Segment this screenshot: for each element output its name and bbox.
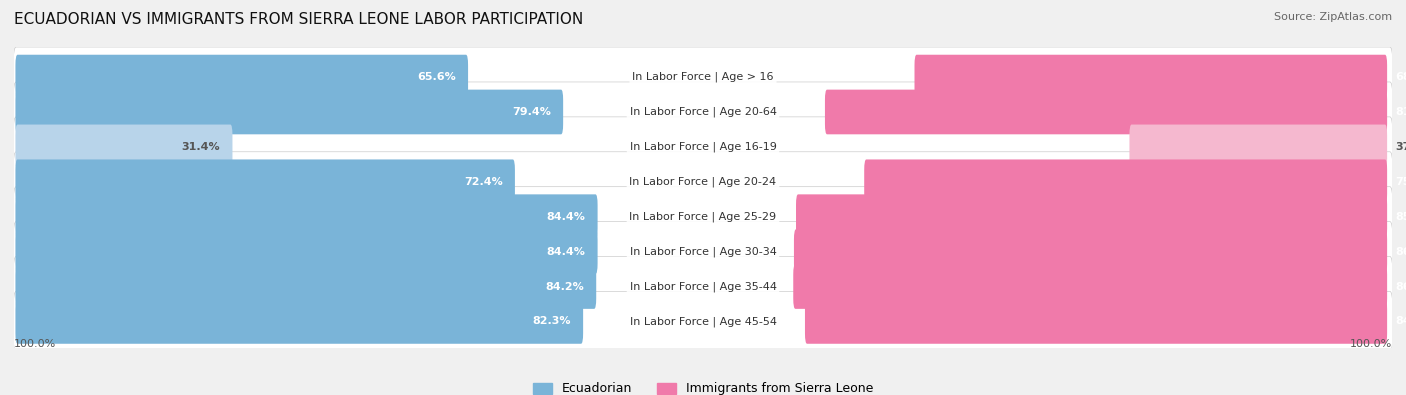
FancyBboxPatch shape [14, 187, 1392, 247]
Text: ECUADORIAN VS IMMIGRANTS FROM SIERRA LEONE LABOR PARTICIPATION: ECUADORIAN VS IMMIGRANTS FROM SIERRA LEO… [14, 12, 583, 27]
FancyBboxPatch shape [15, 124, 232, 169]
Text: 82.3%: 82.3% [533, 316, 571, 326]
FancyBboxPatch shape [865, 160, 1388, 204]
FancyBboxPatch shape [14, 152, 1392, 212]
FancyBboxPatch shape [15, 160, 515, 204]
FancyBboxPatch shape [14, 117, 1392, 177]
Text: 100.0%: 100.0% [14, 339, 56, 349]
FancyBboxPatch shape [14, 47, 1392, 107]
Legend: Ecuadorian, Immigrants from Sierra Leone: Ecuadorian, Immigrants from Sierra Leone [533, 382, 873, 395]
FancyBboxPatch shape [1129, 124, 1388, 169]
FancyBboxPatch shape [14, 292, 1392, 352]
Text: 81.5%: 81.5% [1395, 107, 1406, 117]
Text: In Labor Force | Age 30-34: In Labor Force | Age 30-34 [630, 246, 776, 257]
FancyBboxPatch shape [15, 264, 596, 309]
FancyBboxPatch shape [806, 299, 1388, 344]
Text: In Labor Force | Age 45-54: In Labor Force | Age 45-54 [630, 316, 776, 327]
FancyBboxPatch shape [15, 55, 468, 100]
FancyBboxPatch shape [825, 90, 1388, 134]
Text: In Labor Force | Age 20-24: In Labor Force | Age 20-24 [630, 177, 776, 187]
Text: 75.8%: 75.8% [1395, 177, 1406, 187]
Text: Source: ZipAtlas.com: Source: ZipAtlas.com [1274, 12, 1392, 22]
FancyBboxPatch shape [796, 194, 1388, 239]
Text: In Labor Force | Age 35-44: In Labor Force | Age 35-44 [630, 281, 776, 292]
Text: In Labor Force | Age 25-29: In Labor Force | Age 25-29 [630, 211, 776, 222]
FancyBboxPatch shape [14, 256, 1392, 316]
Text: 86.1%: 86.1% [1395, 282, 1406, 292]
Text: 68.5%: 68.5% [1395, 72, 1406, 82]
Text: 72.4%: 72.4% [464, 177, 502, 187]
FancyBboxPatch shape [15, 299, 583, 344]
Text: In Labor Force | Age > 16: In Labor Force | Age > 16 [633, 72, 773, 82]
Text: 31.4%: 31.4% [181, 142, 221, 152]
FancyBboxPatch shape [793, 264, 1388, 309]
Text: 100.0%: 100.0% [1350, 339, 1392, 349]
FancyBboxPatch shape [15, 194, 598, 239]
FancyBboxPatch shape [15, 229, 598, 274]
Text: 86.0%: 86.0% [1395, 246, 1406, 257]
Text: 37.3%: 37.3% [1395, 142, 1406, 152]
Text: 84.4%: 84.4% [1395, 316, 1406, 326]
FancyBboxPatch shape [914, 55, 1388, 100]
Text: 79.4%: 79.4% [512, 107, 551, 117]
FancyBboxPatch shape [15, 90, 564, 134]
Text: 85.7%: 85.7% [1395, 212, 1406, 222]
FancyBboxPatch shape [14, 82, 1392, 142]
FancyBboxPatch shape [14, 222, 1392, 282]
Text: 84.4%: 84.4% [547, 246, 585, 257]
FancyBboxPatch shape [794, 229, 1388, 274]
Text: In Labor Force | Age 20-64: In Labor Force | Age 20-64 [630, 107, 776, 117]
Text: 84.4%: 84.4% [547, 212, 585, 222]
Text: 65.6%: 65.6% [418, 72, 456, 82]
Text: In Labor Force | Age 16-19: In Labor Force | Age 16-19 [630, 142, 776, 152]
Text: 84.2%: 84.2% [546, 282, 583, 292]
